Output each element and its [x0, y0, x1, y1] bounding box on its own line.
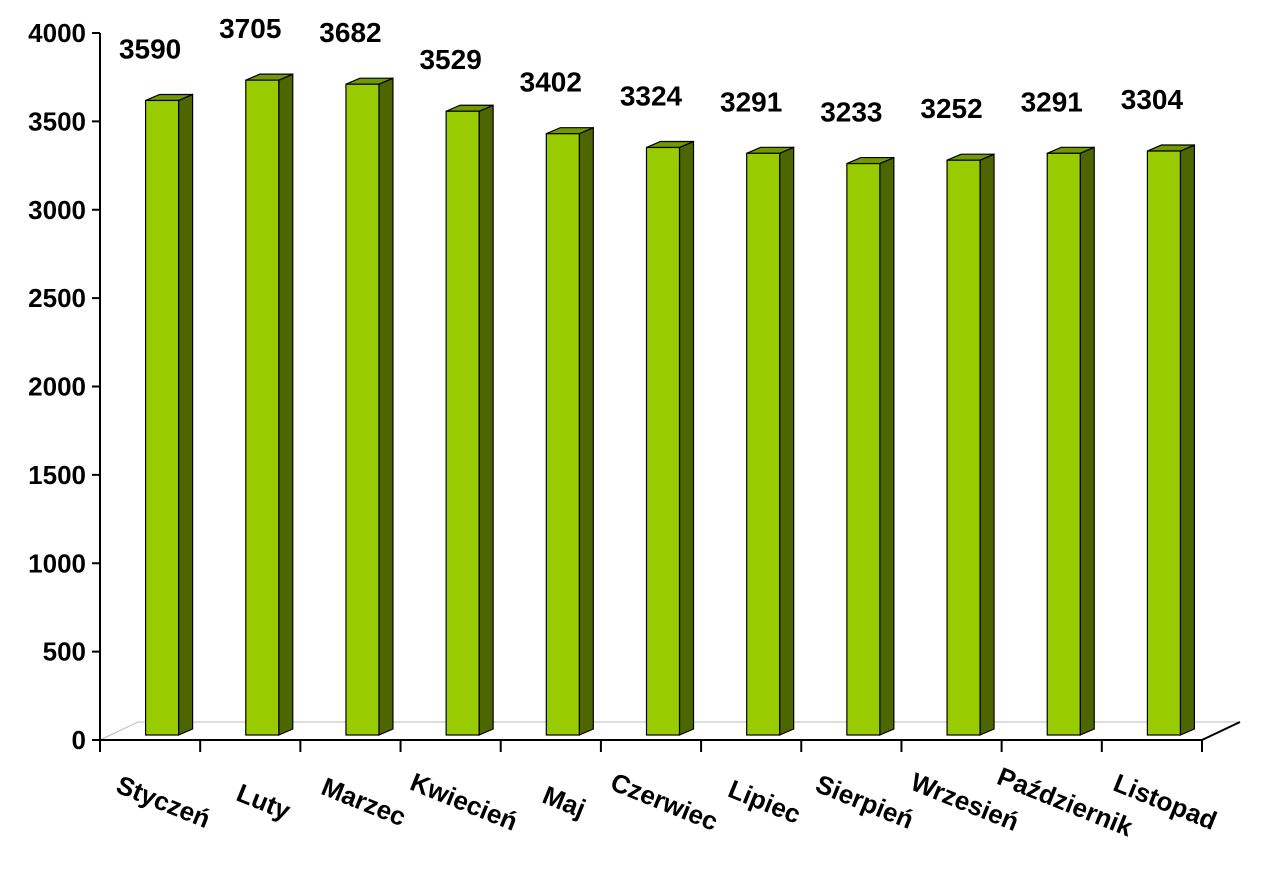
y-tick-label: 0 [72, 725, 86, 755]
bar-side [478, 104, 494, 736]
bar [245, 73, 294, 736]
bar [846, 156, 895, 736]
y-tick-label: 1000 [28, 548, 86, 578]
y-tick-label: 1500 [28, 460, 86, 490]
y-tick-label: 3500 [28, 106, 86, 136]
bar [345, 77, 394, 736]
bar-side [678, 140, 695, 736]
bar-front [245, 79, 280, 736]
bar-front [846, 162, 881, 736]
y-tick-label: 4000 [28, 18, 86, 48]
bar-side [979, 153, 995, 736]
bar-side [1079, 146, 1095, 736]
x-axis-depth-line [1201, 721, 1241, 741]
x-tick-label: Luty [233, 777, 296, 826]
bar [445, 104, 494, 736]
data-label: 3529 [419, 44, 481, 75]
x-tick-label: Sierpień [812, 769, 918, 835]
bar-side [1179, 144, 1196, 736]
bar [545, 126, 594, 736]
bar-front [946, 159, 981, 736]
x-tick-label: Maj [538, 780, 589, 824]
data-label: 3590 [119, 33, 181, 64]
bar [946, 153, 995, 736]
bar-front [345, 83, 380, 736]
bar-side [378, 77, 394, 736]
bar-front [445, 110, 480, 736]
data-label: 3291 [720, 86, 782, 117]
data-label: 3304 [1121, 84, 1184, 115]
bar-side [779, 146, 795, 736]
bar-side [278, 73, 294, 736]
data-label: 3252 [920, 93, 982, 124]
bar [645, 140, 695, 736]
x-tick-label: Październik [993, 761, 1137, 843]
bar-front [1146, 150, 1182, 736]
x-tick-label: Kwiecień [406, 767, 522, 837]
data-label: 3682 [319, 17, 381, 48]
x-tick-label: Lipiec [724, 774, 805, 830]
y-tick-label: 2000 [28, 372, 86, 402]
bar [746, 146, 795, 736]
data-label: 3705 [219, 13, 281, 44]
bar-side [578, 126, 594, 736]
bar-side [879, 156, 895, 736]
x-tick-label: Czerwiec [606, 767, 722, 837]
bar-front [144, 99, 180, 736]
y-tick-label: 500 [43, 637, 86, 667]
bar-front [746, 152, 781, 736]
data-label: 3324 [620, 80, 683, 111]
data-label: 3233 [820, 97, 882, 128]
bar-side [177, 93, 194, 736]
bar [1046, 146, 1095, 736]
y-tick-label: 2500 [28, 283, 86, 313]
bar-front [645, 146, 681, 736]
x-tick-label: Marzec [317, 771, 410, 832]
data-label: 3402 [520, 67, 582, 98]
data-label: 3291 [1021, 86, 1083, 117]
bar [1146, 144, 1196, 736]
y-tick-label: 3000 [28, 195, 86, 225]
x-tick-label: Styczeń [112, 769, 214, 834]
bar-front [1046, 152, 1081, 736]
bar-front [545, 133, 580, 736]
bar [144, 93, 194, 736]
